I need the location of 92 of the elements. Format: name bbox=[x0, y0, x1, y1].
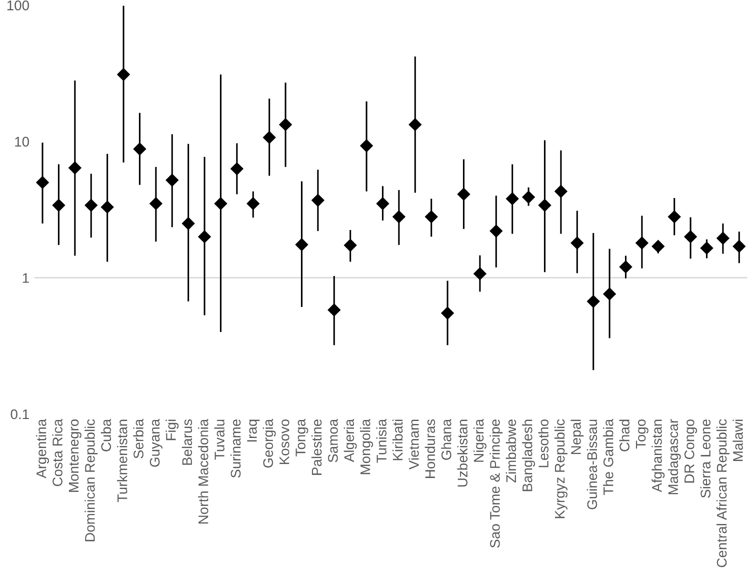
x-tick-label: Guinea-Bissau bbox=[586, 420, 598, 510]
x-tick-label: Samoa bbox=[328, 418, 338, 462]
x-tick-label: Madagascar bbox=[668, 419, 681, 494]
x-tick-label: North Macedonia bbox=[198, 418, 208, 524]
x-tick-label: Palestine bbox=[311, 419, 322, 475]
point bbox=[166, 174, 179, 187]
x-tick-label: Suriname bbox=[230, 419, 241, 478]
point bbox=[684, 230, 698, 244]
x-tick-label: Afghanistan bbox=[652, 420, 665, 492]
point bbox=[619, 260, 632, 274]
x-tick-label: Bangladesh bbox=[522, 420, 536, 492]
x-tick-label: Kiribati bbox=[392, 420, 403, 460]
x-tick-label: Dominican Republic bbox=[84, 419, 98, 542]
point bbox=[570, 236, 584, 250]
x-tick-label: Tuvalu bbox=[214, 420, 224, 460]
point bbox=[473, 267, 487, 280]
point bbox=[732, 240, 746, 253]
point bbox=[246, 196, 260, 210]
x-tick-label: Tonga bbox=[296, 418, 308, 456]
x-tick-label: Turkmenistan bbox=[117, 420, 128, 502]
x-tick-label: Honduras bbox=[424, 419, 436, 478]
x-tick-label: Uzbekistan bbox=[457, 420, 468, 486]
x-tick-label: Georgia bbox=[262, 418, 276, 468]
point bbox=[344, 238, 357, 252]
point bbox=[376, 196, 390, 210]
point bbox=[214, 196, 228, 210]
point bbox=[668, 210, 681, 224]
x-tick-label: Chad bbox=[619, 420, 630, 452]
x-tick-label: Vietnam bbox=[408, 420, 419, 470]
x-tick-label: Montenegro bbox=[68, 419, 82, 492]
point bbox=[700, 242, 714, 255]
x-tick-label: Ghana bbox=[441, 418, 452, 460]
point bbox=[52, 198, 66, 212]
point bbox=[408, 118, 422, 132]
point bbox=[424, 210, 438, 224]
point bbox=[68, 161, 82, 174]
x-tick-label: Serbia bbox=[133, 418, 144, 458]
point bbox=[457, 188, 470, 201]
x-tick-label: The Gambia bbox=[603, 418, 614, 495]
x-tick-label: Lesotho bbox=[538, 419, 548, 468]
x-tick-label: Mongolia bbox=[360, 418, 373, 474]
x-tick-label: Cuba bbox=[100, 418, 112, 452]
x-tick-label: Sao Tome & Principe bbox=[490, 419, 503, 548]
point bbox=[182, 216, 195, 230]
point bbox=[295, 238, 308, 252]
point bbox=[149, 196, 163, 210]
x-tick-label: Figi bbox=[166, 420, 179, 440]
x-tick-label: Central African Republic bbox=[716, 419, 730, 568]
x-tick-label: Iraq bbox=[247, 420, 260, 442]
x-tick-label: Togo bbox=[636, 419, 648, 449]
x-tick-label: Nepal bbox=[570, 420, 584, 454]
point bbox=[440, 306, 454, 320]
x-tick-label: Costa Rica bbox=[52, 418, 62, 486]
x-tick-label: Tunisia bbox=[376, 418, 386, 463]
point bbox=[230, 162, 244, 176]
point bbox=[554, 184, 568, 198]
x-tick-label: Belarus bbox=[182, 419, 192, 465]
x-tick-label: Kyrgyz Republic bbox=[554, 419, 568, 518]
point bbox=[198, 230, 212, 244]
x-tick-label: Sierra Leone bbox=[700, 419, 710, 498]
x-tick-label: DR Congo bbox=[684, 419, 698, 483]
point bbox=[522, 190, 536, 204]
point bbox=[100, 200, 114, 214]
point bbox=[278, 118, 292, 132]
x-tick-label: Guyana bbox=[150, 418, 162, 467]
point bbox=[262, 130, 276, 144]
x-tick-label: Algeria bbox=[344, 418, 357, 462]
point bbox=[392, 210, 406, 224]
y-tick-label: 0.1 bbox=[10, 409, 29, 420]
x-tick-label: Malawi bbox=[732, 420, 743, 461]
point bbox=[635, 236, 649, 250]
point bbox=[602, 287, 616, 301]
point bbox=[360, 139, 374, 152]
point bbox=[716, 232, 730, 245]
x-tick-label: Zimbabwe bbox=[506, 419, 516, 482]
y-tick-label: 1 bbox=[22, 273, 29, 283]
y-tick-label: 100 bbox=[7, 0, 30, 10]
point bbox=[586, 294, 600, 308]
point bbox=[652, 240, 665, 253]
point bbox=[328, 303, 341, 317]
point bbox=[506, 192, 519, 206]
point bbox=[116, 68, 130, 82]
x-tick-label: Kosovo bbox=[280, 419, 290, 464]
point bbox=[84, 198, 98, 212]
point bbox=[133, 142, 146, 156]
point bbox=[311, 194, 325, 207]
x-tick-label: Argentina bbox=[36, 418, 49, 478]
point bbox=[36, 176, 50, 190]
x-tick-label: Nigeria bbox=[473, 418, 486, 462]
point bbox=[538, 198, 552, 212]
y-tick-label: 10 bbox=[15, 136, 30, 147]
point bbox=[490, 224, 503, 238]
